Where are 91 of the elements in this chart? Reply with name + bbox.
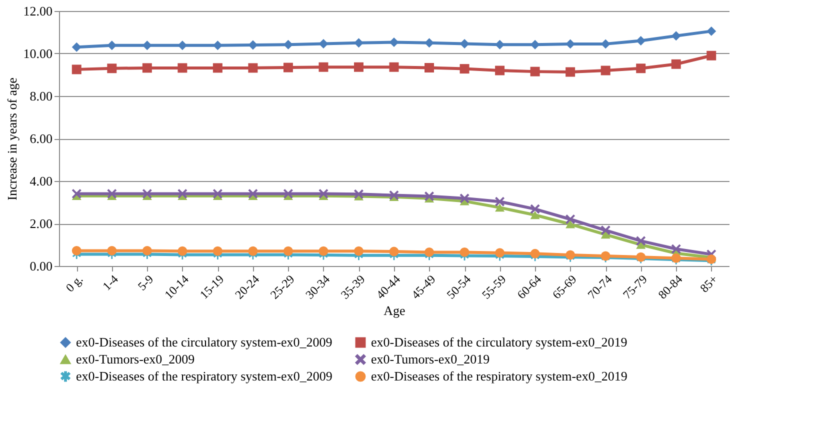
point <box>107 40 117 50</box>
point <box>671 31 681 41</box>
point <box>72 64 82 74</box>
point <box>283 246 293 256</box>
point <box>354 246 364 256</box>
x-tick-label: 0 g. <box>62 272 86 295</box>
point <box>248 40 258 50</box>
point <box>248 246 258 256</box>
y-tick-label: 10.00 <box>23 46 52 61</box>
point <box>72 246 82 256</box>
point <box>354 62 364 72</box>
point <box>495 248 505 258</box>
point <box>389 190 399 200</box>
point <box>600 230 610 239</box>
point <box>424 38 434 48</box>
point <box>212 189 222 198</box>
point <box>178 189 188 198</box>
point <box>424 62 434 72</box>
x-tick-label: 85+ <box>697 272 721 296</box>
point <box>142 40 152 50</box>
point <box>566 214 576 224</box>
point <box>212 246 222 256</box>
point <box>107 246 117 256</box>
point <box>389 37 399 47</box>
x-axis-title: Age <box>384 303 406 318</box>
point <box>600 39 610 49</box>
x-tick-label: 1-4 <box>100 272 121 294</box>
y-tick-label: 6.00 <box>30 131 52 146</box>
point <box>530 248 540 258</box>
point <box>600 66 610 76</box>
point <box>636 64 646 74</box>
point <box>671 59 681 69</box>
point <box>530 66 540 76</box>
point <box>495 66 505 76</box>
legend-label: ex0-Diseases of the circulatory system-ex0_2019 <box>371 334 628 350</box>
point <box>460 194 470 204</box>
point <box>530 210 540 220</box>
point <box>636 236 646 246</box>
point <box>142 246 152 256</box>
point <box>706 26 716 36</box>
point <box>389 62 399 72</box>
point <box>212 40 222 50</box>
point <box>636 36 646 46</box>
point <box>566 67 576 77</box>
y-tick-label: 12.00 <box>23 4 52 18</box>
point <box>424 247 434 257</box>
point <box>495 203 505 212</box>
point <box>495 196 505 206</box>
point <box>566 220 576 228</box>
point <box>178 40 188 50</box>
point <box>318 62 328 72</box>
y-tick-label: 4.00 <box>30 174 52 188</box>
point <box>318 246 328 256</box>
point <box>178 63 188 73</box>
point <box>72 42 82 52</box>
legend-label: ex0-Diseases of the circulatory system-ex0_2009 <box>76 334 332 350</box>
point <box>318 189 328 198</box>
point <box>600 226 610 236</box>
y-tick-label: 0.00 <box>30 258 52 274</box>
point <box>318 38 328 48</box>
y-tick-label: 8.00 <box>30 88 52 104</box>
point <box>248 189 258 198</box>
point <box>460 38 470 48</box>
x-tick-label: 5-9 <box>134 272 156 294</box>
point <box>495 40 505 50</box>
point <box>530 204 540 214</box>
point <box>530 40 540 50</box>
legend-label: ex0-Diseases of the respiratory system-ex0_2009 <box>76 368 332 384</box>
point <box>178 246 188 256</box>
point <box>460 64 470 74</box>
point <box>283 40 293 50</box>
point <box>142 189 152 198</box>
legend-label: ex0-Diseases of the respiratory system-ex0_2019 <box>371 368 628 384</box>
point <box>460 247 470 257</box>
point <box>107 64 117 74</box>
point <box>72 189 82 198</box>
point <box>283 62 293 72</box>
point <box>248 63 258 73</box>
point <box>212 63 222 73</box>
point <box>142 63 152 73</box>
y-tick-label: 2.00 <box>30 216 52 231</box>
point <box>424 192 434 202</box>
point <box>389 246 399 256</box>
legend-label: ex0-Tumors-ex0_2019 <box>371 352 490 366</box>
legend-label: ex0-Tumors-ex0_2009 <box>76 352 195 366</box>
point <box>283 189 293 198</box>
point <box>107 189 117 198</box>
point <box>706 50 716 60</box>
point <box>354 189 364 199</box>
point <box>671 244 681 254</box>
y-axis-title: Increase in years of age <box>4 77 20 200</box>
